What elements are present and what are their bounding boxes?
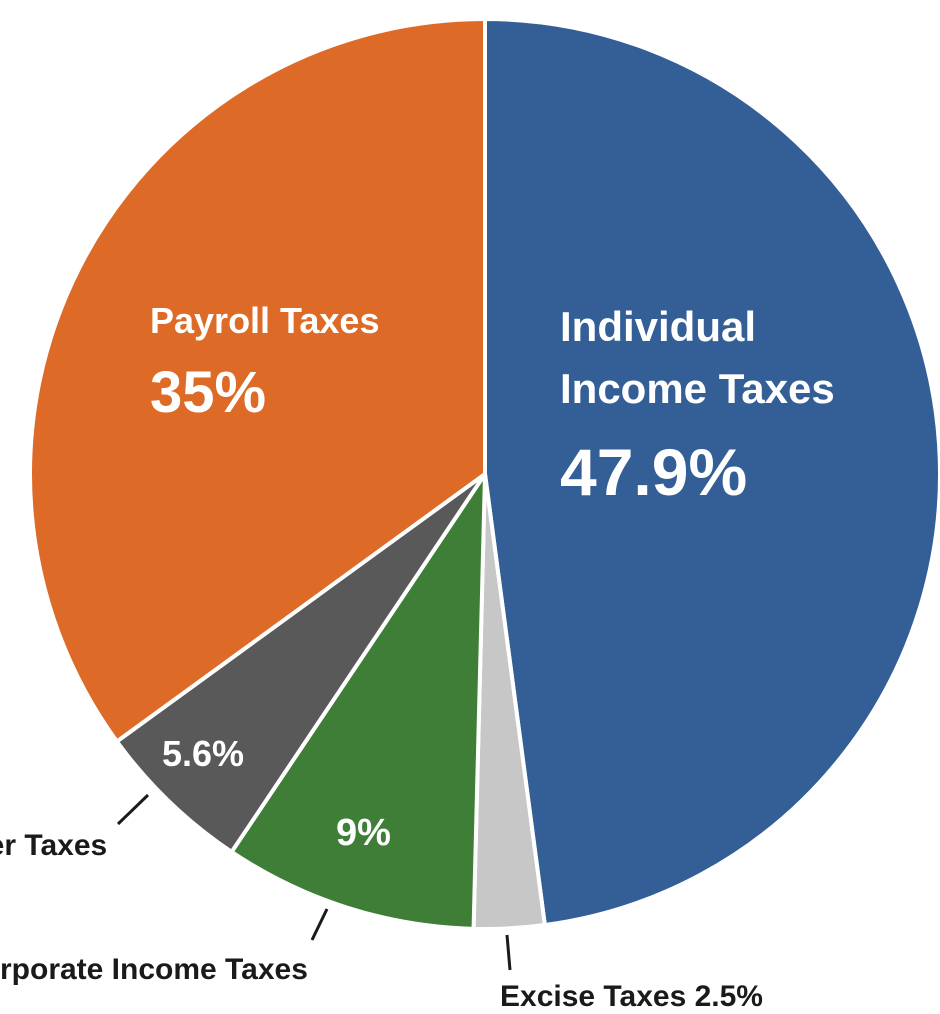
corporate-income-taxes-value: 9% xyxy=(336,812,391,854)
pie-slice-individual-income-taxes xyxy=(483,17,940,928)
other-taxes-leader-line xyxy=(116,793,150,826)
individual-income-taxes-label-line1: Individual xyxy=(560,303,756,350)
excise-taxes-leader-line xyxy=(505,934,512,971)
payroll-taxes-value: 35% xyxy=(150,360,266,425)
payroll-taxes-label: Payroll Taxes xyxy=(150,300,379,341)
pie-slice-corporate-income-taxes xyxy=(229,472,487,931)
pie-slices xyxy=(28,17,940,931)
pie-slice-other-taxes xyxy=(114,472,487,854)
corporate-income-taxes-label: Corporate Income Taxes xyxy=(0,953,308,986)
individual-income-taxes-label-line2: Income Taxes xyxy=(560,365,835,412)
pie-slice-payroll-taxes xyxy=(28,17,487,744)
excise-taxes-label: Excise Taxes 2.5% xyxy=(500,980,763,1013)
individual-income-taxes-value: 47.9% xyxy=(560,435,747,509)
corporate-taxes-leader-line xyxy=(310,908,329,941)
other-taxes-label: Other Taxes xyxy=(0,829,107,862)
other-taxes-value: 5.6% xyxy=(162,733,244,774)
